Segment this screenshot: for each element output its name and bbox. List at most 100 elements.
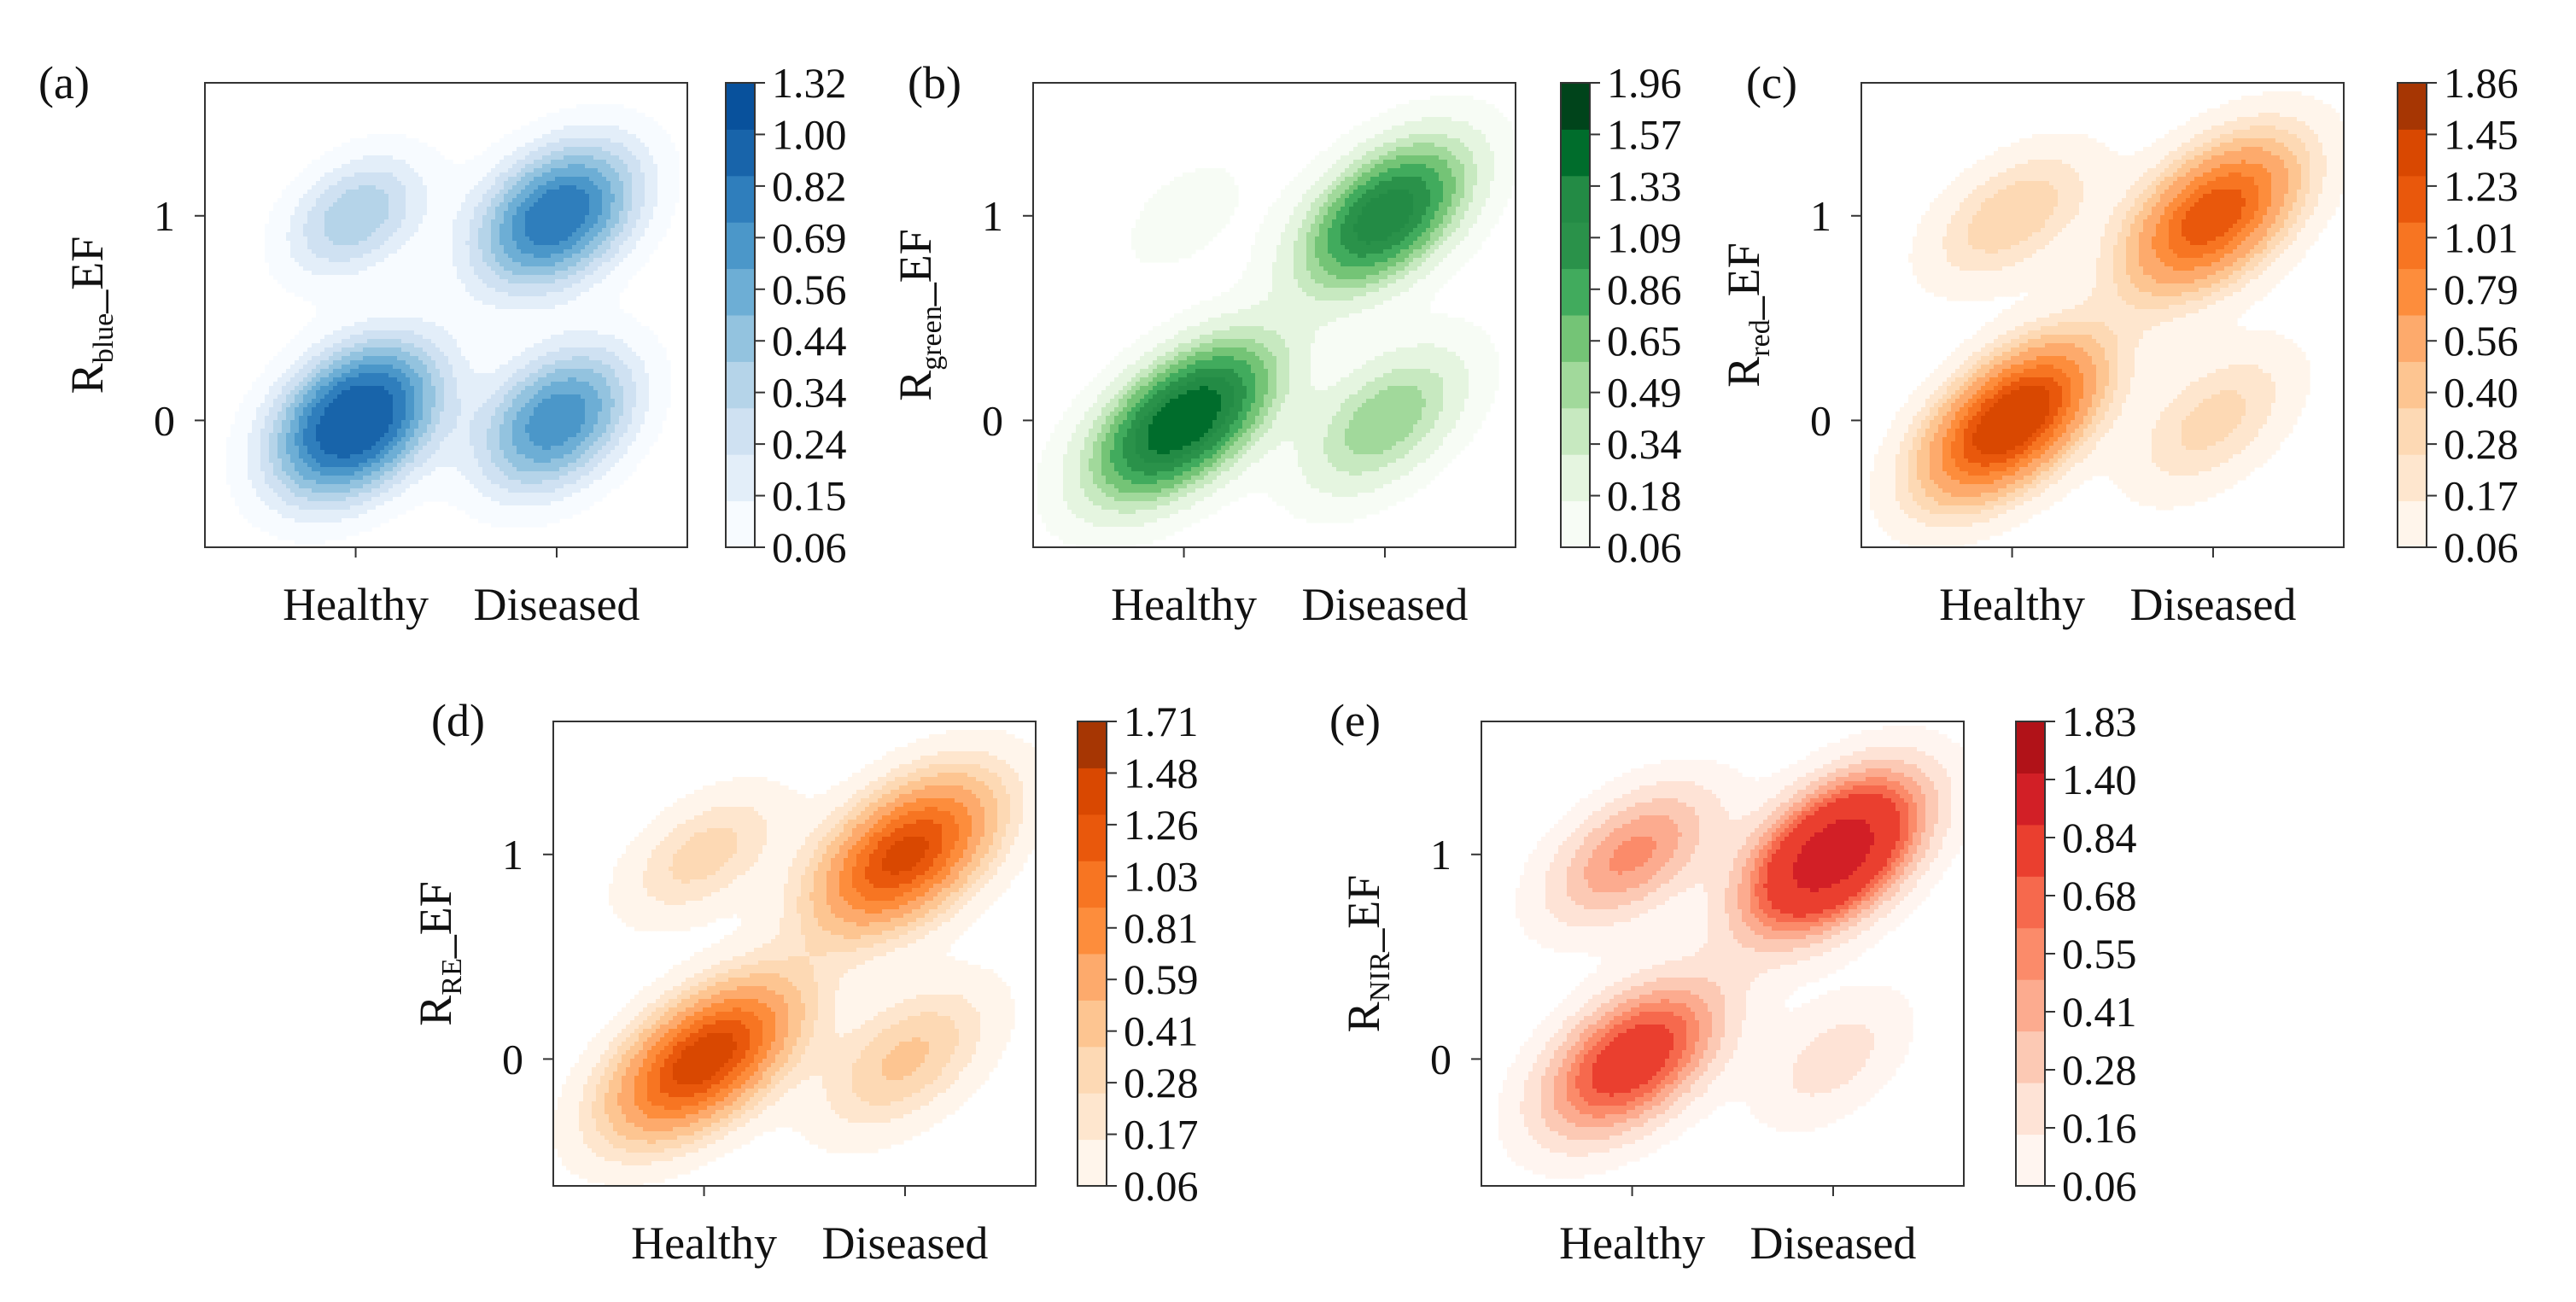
density-cell	[367, 211, 372, 216]
density-cell	[406, 236, 411, 242]
density-cell	[504, 326, 509, 331]
density-cell	[546, 313, 552, 318]
density-cell	[589, 343, 594, 348]
density-cell	[606, 147, 611, 152]
density-cell	[632, 202, 637, 207]
density-cell	[512, 318, 517, 323]
density-cell	[636, 130, 641, 135]
density-cell	[593, 288, 599, 293]
density-cell	[470, 194, 475, 199]
density-cell	[359, 155, 364, 161]
density-cell	[299, 190, 304, 195]
density-cell	[512, 326, 517, 331]
density-cell	[623, 224, 628, 229]
density-cell	[359, 275, 364, 280]
density-cell	[602, 207, 607, 212]
density-cell	[640, 181, 645, 186]
density-cell	[632, 147, 637, 152]
density-cell	[589, 322, 594, 327]
density-cell	[517, 279, 522, 284]
density-cell	[376, 254, 381, 259]
density-cell	[517, 202, 522, 207]
density-cell	[495, 194, 500, 199]
density-cell	[619, 279, 624, 284]
density-cell	[342, 236, 347, 242]
density-cell	[568, 117, 573, 122]
density-cell	[337, 288, 342, 293]
density-cell	[440, 292, 445, 297]
density-cell	[636, 249, 641, 254]
density-cell	[269, 241, 274, 246]
density-cell	[491, 143, 496, 148]
density-cell	[636, 228, 641, 233]
density-cell	[316, 335, 321, 340]
density-cell	[337, 219, 342, 225]
density-cell	[657, 236, 663, 242]
density-cell	[418, 279, 423, 284]
density-cell	[551, 207, 556, 212]
density-cell	[307, 241, 313, 246]
density-cell	[337, 266, 342, 271]
density-cell	[367, 266, 372, 271]
density-cell	[324, 241, 330, 246]
density-cell	[508, 283, 513, 289]
density-cell	[610, 151, 616, 156]
density-cell	[440, 279, 445, 284]
density-cell	[487, 258, 492, 263]
density-cell	[649, 130, 654, 135]
density-cell	[342, 343, 347, 348]
density-cell	[401, 151, 406, 156]
density-cell	[465, 258, 470, 263]
density-cell	[499, 211, 505, 216]
density-cell	[581, 160, 586, 165]
density-cell	[542, 147, 547, 152]
density-cell	[628, 254, 633, 259]
density-cell	[576, 224, 581, 229]
density-cell	[320, 296, 325, 301]
density-cell	[640, 194, 645, 199]
density-cell	[666, 215, 671, 220]
density-cell	[525, 330, 530, 336]
density-cell	[342, 160, 347, 165]
density-cell	[401, 134, 406, 139]
density-cell	[401, 330, 406, 336]
density-cell	[598, 104, 603, 109]
density-cell	[585, 198, 590, 203]
density-cell	[286, 258, 291, 263]
density-cell	[440, 168, 445, 173]
density-cell	[465, 228, 470, 233]
density-cell	[470, 241, 475, 246]
density-cell	[645, 241, 650, 246]
density-cell	[564, 138, 569, 143]
density-cell	[423, 292, 428, 297]
density-cell	[380, 356, 385, 361]
density-cell	[474, 356, 479, 361]
density-cell	[303, 211, 308, 216]
density-cell	[431, 202, 436, 207]
density-cell	[581, 147, 586, 152]
density-cell	[568, 271, 573, 276]
density-cell	[448, 249, 453, 254]
density-cell	[342, 288, 347, 293]
density-cell	[576, 326, 581, 331]
density-cell	[602, 211, 607, 216]
density-cell	[333, 147, 338, 152]
density-cell	[546, 147, 552, 152]
density-cell	[265, 373, 270, 378]
density-cell	[636, 151, 641, 156]
density-cell	[521, 172, 526, 178]
density-cell	[384, 309, 389, 314]
density-cell	[576, 164, 581, 169]
density-cell	[491, 275, 496, 280]
density-cell	[623, 236, 628, 242]
density-cell	[636, 134, 641, 139]
density-cell	[628, 190, 633, 195]
density-cell	[324, 330, 330, 336]
density-cell	[593, 126, 599, 131]
density-cell	[512, 369, 517, 374]
density-cell	[598, 219, 603, 225]
density-cell	[277, 232, 283, 237]
density-cell	[423, 330, 428, 336]
density-cell	[371, 258, 377, 263]
density-cell	[645, 138, 650, 143]
